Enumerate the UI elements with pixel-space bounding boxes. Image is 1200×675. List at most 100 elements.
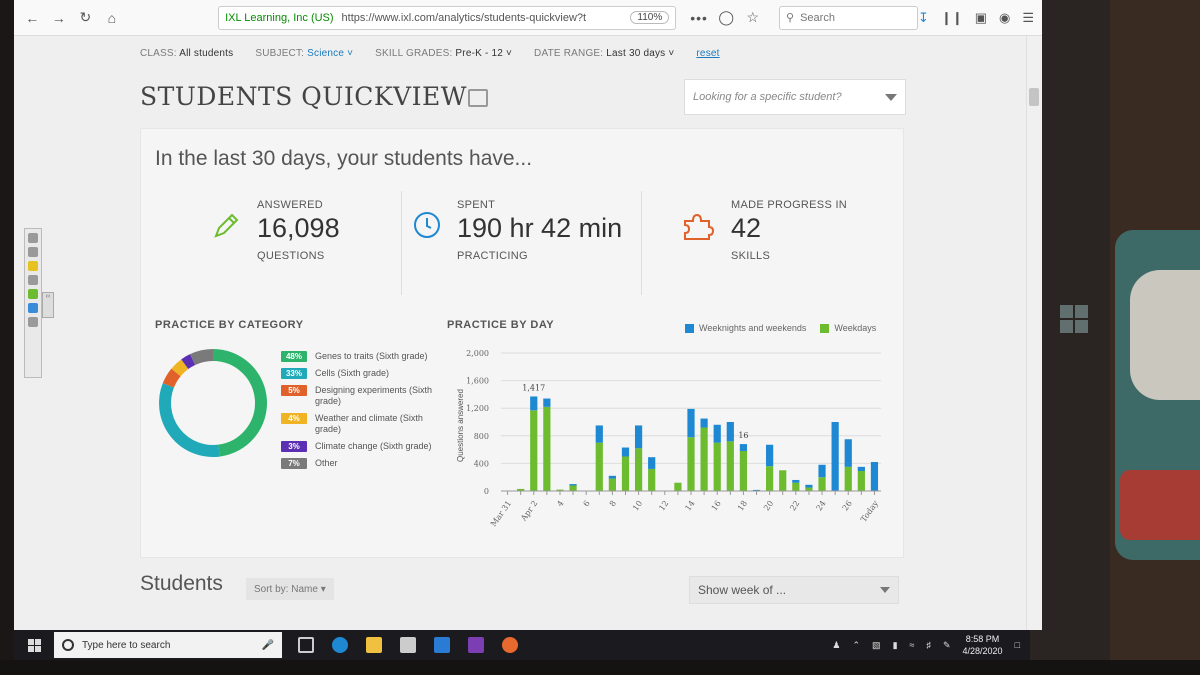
x-tick-label: 26 (841, 499, 854, 513)
pen-icon[interactable]: ✎ (942, 639, 951, 650)
class-filter[interactable]: CLASS: All students (140, 48, 233, 59)
home-icon[interactable]: ⌂ (107, 9, 117, 26)
back-icon[interactable]: ← (25, 9, 40, 26)
sidebar-icon[interactable]: ▣ (974, 9, 988, 25)
bar-data-label: 16 (738, 431, 748, 440)
people-icon[interactable]: ♟ (832, 639, 841, 650)
category-name: Designing experiments (Sixth grade) (315, 385, 433, 406)
caret-down-icon: ▾ (320, 583, 326, 595)
donut-slice (162, 368, 181, 388)
skill-grades-filter[interactable]: SKILL GRADES: Pre-K - 12 ˅ (375, 48, 512, 59)
url-bar[interactable]: IXL Learning, Inc (US) https://www.ixl.c… (218, 5, 677, 30)
volume-icon[interactable]: ♯ (926, 640, 931, 650)
category-name: Climate change (Sixth grade) (315, 441, 432, 451)
site-identity[interactable]: IXL Learning, Inc (US) (225, 11, 334, 24)
capture-tool-icon[interactable] (28, 303, 38, 313)
bar-weekdays (700, 427, 708, 491)
pocket-icon[interactable]: ◯ (718, 9, 735, 25)
chevron-down-icon: ˅ (347, 48, 354, 59)
donut-slice (171, 359, 189, 377)
sort-by-label: Sort by: (254, 583, 289, 595)
day-section-title: PRACTICE BY DAY (447, 319, 555, 331)
toolbar-collapse-tab[interactable]: ‹‹ (42, 292, 54, 318)
x-tick-label: 20 (762, 499, 775, 513)
zoom-badge[interactable]: 110% (630, 11, 670, 24)
store-icon[interactable] (400, 637, 416, 653)
bar-data-label: 1,417 (522, 383, 545, 392)
url-text[interactable]: https://www.ixl.com/analytics/students-q… (341, 11, 587, 24)
class-filter-value[interactable]: All students (179, 48, 234, 59)
highlighter-tool-icon[interactable] (28, 261, 38, 271)
edge-icon[interactable] (332, 637, 348, 653)
account-icon[interactable]: ◉ (999, 9, 1011, 25)
onenote-icon[interactable] (468, 637, 484, 653)
sort-by-select[interactable]: Sort by: Name ▾ (246, 578, 334, 600)
pen-tool-icon[interactable] (28, 247, 38, 257)
chevron-down-icon: ˅ (668, 48, 675, 59)
legend-label: Weeknights and weekends (699, 323, 807, 333)
monitor-bezel (0, 0, 14, 675)
category-legend: 48% Genes to traits (Sixth grade) 33% Cells… (281, 351, 441, 475)
date-range-filter[interactable]: DATE RANGE: Last 30 days ˅ (534, 48, 674, 59)
bar-weeknights (569, 484, 577, 486)
browser-search-input[interactable]: ⚲ Search (779, 5, 919, 30)
tray-chevron-icon[interactable]: ⌃ (852, 639, 861, 650)
bookmark-star-icon[interactable]: ☆ (746, 9, 760, 25)
marker-tool-icon[interactable] (28, 289, 38, 299)
battery-icon[interactable]: ▮ (892, 639, 898, 650)
caret-down-icon (885, 93, 897, 101)
taskbar-search-input[interactable]: Type here to search 🎤 (54, 632, 282, 658)
bar-weeknights (713, 424, 721, 443)
category-legend-item: 4% Weather and climate (Sixth grade) (281, 413, 441, 435)
wifi-icon[interactable]: ≈ (909, 640, 915, 650)
page-scrollbar[interactable] (1026, 36, 1042, 630)
forward-icon[interactable]: → (51, 9, 66, 26)
category-legend-item: 3% Climate change (Sixth grade) (281, 441, 441, 452)
subject-filter-value[interactable]: Science (307, 48, 345, 59)
browser-toolbar: ← → ↻ ⌂ IXL Learning, Inc (US) https://w… (14, 0, 1042, 36)
chevron-down-icon: ˅ (505, 48, 513, 59)
mail-icon[interactable] (434, 637, 450, 653)
browser-search-placeholder: Search (800, 11, 835, 24)
line-tool-icon[interactable] (28, 317, 38, 327)
bar-weeknights (634, 425, 643, 449)
print-icon[interactable] (468, 89, 488, 107)
legend-swatch (685, 324, 694, 334)
task-view-icon[interactable] (298, 637, 314, 653)
student-search-select[interactable]: Looking for a specific student? (684, 79, 906, 115)
progress-label: MADE PROGRESS IN (731, 199, 848, 211)
start-button[interactable] (14, 630, 54, 660)
donut-slice (190, 349, 214, 366)
select-tool-icon[interactable] (28, 233, 38, 243)
network-icon[interactable]: ▧ (872, 639, 881, 650)
taskbar-clock[interactable]: 8:58 PM 4/28/2020 (963, 633, 1003, 657)
skill-grades-value[interactable]: Pre-K - 12 (455, 48, 503, 59)
reset-link[interactable]: reset (696, 48, 720, 59)
reload-icon[interactable]: ↻ (79, 9, 92, 25)
firefox-icon[interactable] (502, 637, 518, 653)
x-tick-label: 14 (683, 499, 696, 513)
category-percent-badge: 48% (281, 351, 307, 362)
category-percent-badge: 3% (281, 441, 307, 452)
page-actions-icon[interactable]: ••• (690, 9, 708, 26)
legend-item-weekdays: Weekdays (820, 323, 876, 334)
filter-bar: CLASS: All students SUBJECT: Science ˅ S… (140, 48, 720, 59)
windows-taskbar: Type here to search 🎤 ♟ ⌃ ▧ ▮ ≈ ♯ ✎ 8:58… (14, 630, 1030, 660)
browser-window: ← → ↻ ⌂ IXL Learning, Inc (US) https://w… (14, 0, 1042, 630)
bar-weekdays (634, 448, 643, 491)
stat-divider (641, 191, 642, 295)
bar-weekdays (674, 482, 682, 491)
file-explorer-icon[interactable] (366, 637, 382, 653)
scrollbar-thumb[interactable] (1029, 88, 1039, 106)
bar-weekdays (621, 456, 630, 491)
date-range-label: DATE RANGE: (534, 48, 604, 59)
notifications-icon[interactable]: □ (1014, 640, 1020, 650)
library-icon[interactable]: ❙❙ (940, 9, 963, 25)
microphone-icon[interactable]: 🎤 (261, 639, 274, 651)
subject-filter[interactable]: SUBJECT: Science ˅ (255, 48, 353, 59)
menu-icon[interactable]: ☰ (1022, 9, 1035, 25)
eraser-tool-icon[interactable] (28, 275, 38, 285)
date-range-value[interactable]: Last 30 days (606, 48, 666, 59)
downloads-icon[interactable]: ↧ (918, 9, 929, 25)
week-select[interactable]: Show week of ... (689, 576, 899, 604)
